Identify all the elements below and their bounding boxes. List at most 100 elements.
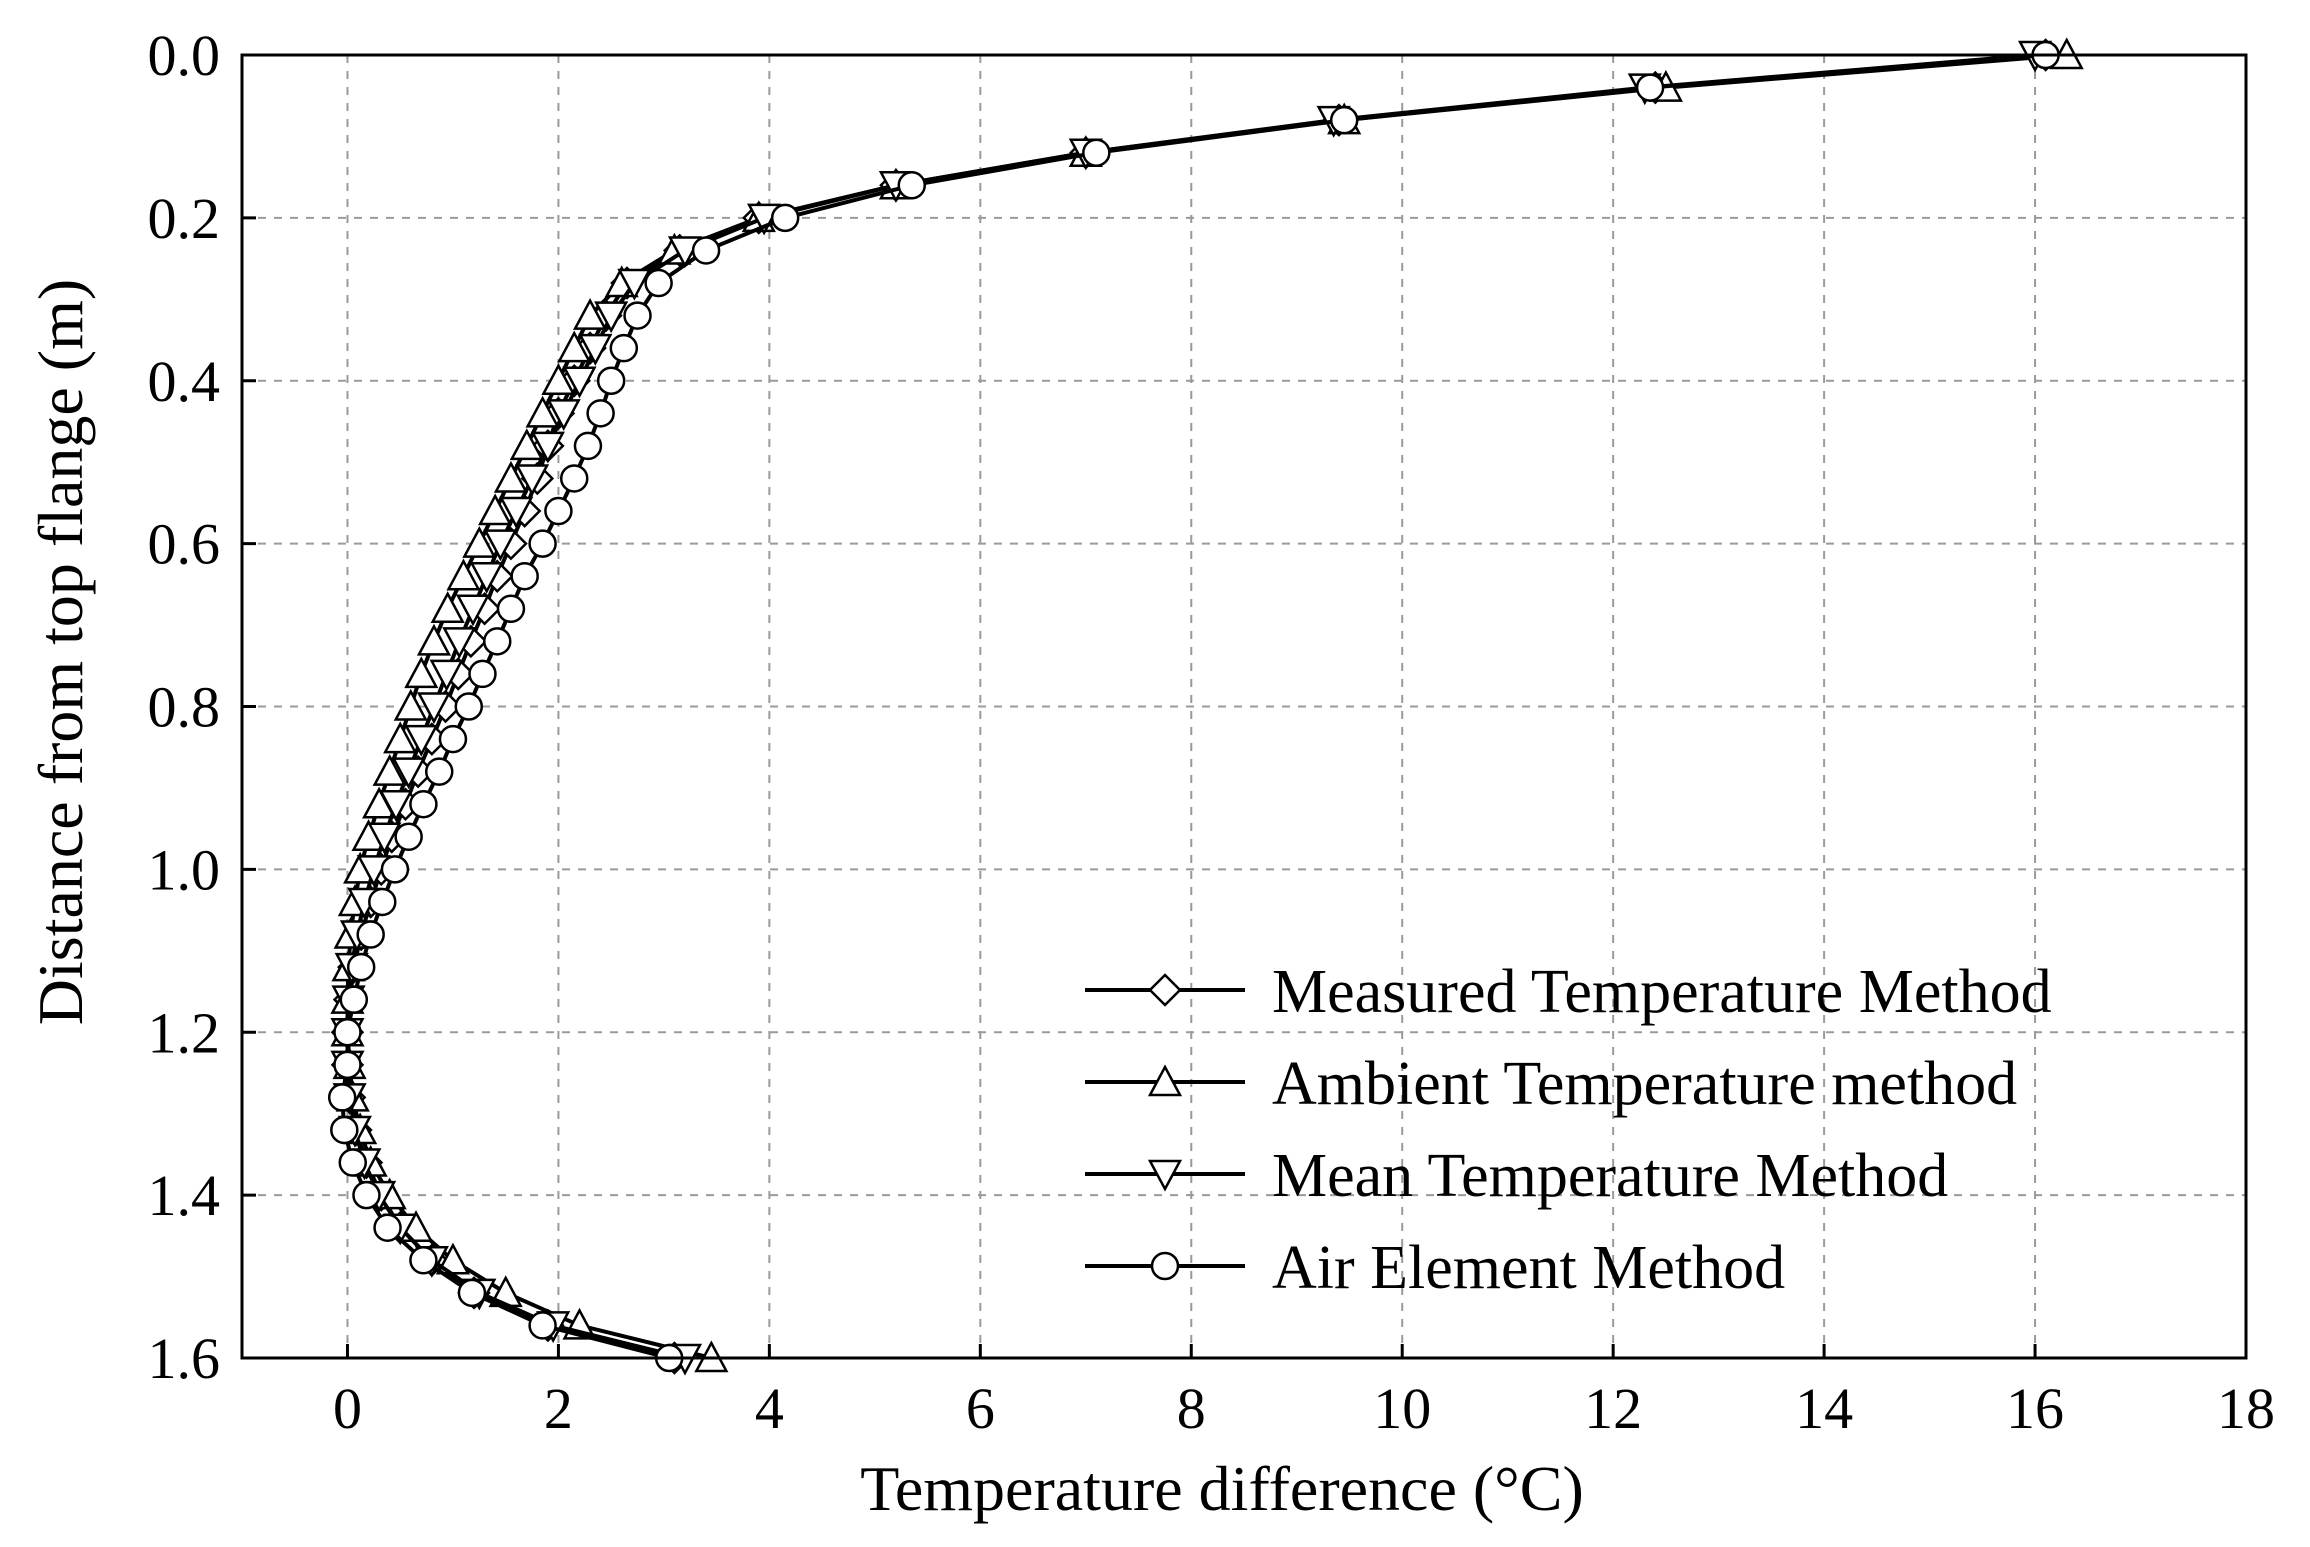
- x-tick-labels: 0 2 4 6 8 10 12 14 16 18: [333, 1376, 2275, 1441]
- data-point: [457, 1278, 487, 1308]
- legend: Measured Temperature Method Ambient Temp…: [1085, 958, 2052, 1302]
- data-point: [416, 623, 452, 656]
- x-tick-label: 10: [1373, 1376, 1431, 1441]
- legend-entry-air-element: Air Element Method: [1085, 1234, 1785, 1302]
- data-point: [409, 1246, 438, 1275]
- legend-entry-measured: Measured Temperature Method: [1085, 958, 2052, 1026]
- data-point: [352, 1180, 381, 1210]
- data-point: [483, 529, 518, 562]
- legend-symbol-air-element: [1085, 1251, 1245, 1281]
- data-point: [468, 659, 497, 689]
- legend-marker: [1150, 1251, 1180, 1281]
- x-tick-label: 2: [544, 1376, 573, 1441]
- data-point: [372, 754, 407, 786]
- data-point: [514, 464, 550, 497]
- data-point: [429, 659, 464, 692]
- data-point: [454, 692, 484, 721]
- data-point: [897, 171, 927, 200]
- data-point: [430, 591, 465, 624]
- x-tick-label: 4: [755, 1376, 784, 1441]
- data-point: [510, 561, 539, 591]
- data-point: [586, 399, 615, 428]
- data-point: [623, 301, 652, 330]
- data-point: [393, 688, 428, 721]
- legend-entry-mean: Mean Temperature Method: [1085, 1142, 1948, 1210]
- data-point: [1635, 73, 1665, 102]
- data-point: [493, 460, 529, 493]
- data-point: [327, 1083, 357, 1112]
- data-point: [462, 525, 497, 558]
- data-point: [446, 558, 481, 591]
- data-point: [770, 203, 800, 233]
- data-point: [530, 431, 565, 464]
- data-point: [482, 627, 512, 656]
- data-point: [333, 1018, 362, 1047]
- data-point: [438, 724, 468, 754]
- data-point: [442, 627, 477, 659]
- legend-symbol-measured: [1085, 973, 1245, 1007]
- legend-marker: [1148, 973, 1182, 1007]
- data-point: [367, 822, 402, 855]
- axis-ticks: [242, 53, 2248, 1360]
- x-tick-label: 16: [2006, 1376, 2064, 1441]
- y-tick-label: 1.6: [148, 1326, 221, 1391]
- x-tick-label: 18: [2217, 1376, 2275, 1441]
- data-point: [644, 268, 673, 298]
- data-point: [404, 656, 439, 689]
- y-tick-label: 1.4: [148, 1163, 221, 1228]
- x-tick-label: 8: [1177, 1376, 1206, 1441]
- legend-marker: [1147, 1064, 1183, 1097]
- data-point: [541, 363, 576, 395]
- y-tick-label: 0.4: [148, 349, 221, 414]
- data-point: [356, 920, 385, 949]
- data-point: [373, 1213, 402, 1242]
- data-point: [528, 529, 557, 558]
- data-point: [544, 496, 573, 526]
- data-point: [617, 268, 652, 301]
- data-point: [562, 366, 597, 399]
- y-tick-label: 1.0: [148, 837, 221, 902]
- data-point: [1082, 138, 1111, 167]
- data-point: [383, 721, 418, 754]
- data-point: [594, 301, 629, 334]
- data-point: [368, 887, 397, 917]
- legend-label-air-element: Air Element Method: [1272, 1234, 1785, 1302]
- data-point: [499, 496, 534, 529]
- data-point: [339, 985, 369, 1014]
- data-point: [572, 297, 608, 330]
- y-tick-label: 0.8: [148, 675, 221, 740]
- x-tick-label: 6: [966, 1376, 995, 1441]
- x-tick-label: 14: [1795, 1376, 1853, 1441]
- legend-label-mean: Mean Temperature Method: [1272, 1142, 1948, 1210]
- data-point: [409, 789, 438, 819]
- data-point: [546, 399, 581, 431]
- data-point: [338, 1148, 367, 1177]
- y-tick-label: 0.6: [148, 512, 221, 577]
- legend-symbol-mean: [1085, 1159, 1245, 1192]
- legend-symbol-ambient: [1085, 1064, 1245, 1097]
- data-point: [416, 692, 452, 725]
- data-point: [525, 395, 560, 428]
- data-point: [478, 493, 513, 526]
- x-tick-label: 12: [1584, 1376, 1642, 1441]
- data-point: [557, 330, 592, 363]
- x-tick-label: 0: [333, 1376, 362, 1441]
- y-axis-label: Distance from top flange (m): [25, 279, 96, 1025]
- data-point: [609, 333, 639, 363]
- data-point: [573, 431, 603, 461]
- data-point: [559, 464, 589, 493]
- y-tick-label: 0.2: [148, 186, 221, 251]
- x-axis-label: Temperature difference (°C): [860, 1453, 1584, 1524]
- data-point: [394, 822, 423, 852]
- data-point: [380, 855, 410, 884]
- data-point: [691, 236, 721, 265]
- data-point: [424, 757, 454, 786]
- data-point: [596, 366, 626, 395]
- y-tick-label: 0.0: [148, 23, 221, 88]
- data-point: [578, 333, 613, 366]
- y-tick-labels: 0.0 0.2 0.4 0.6 0.8 1.0 1.2 1.4 1.6: [148, 23, 221, 1391]
- data-point: [496, 594, 526, 624]
- data-point: [404, 724, 439, 757]
- grid-lines: [242, 55, 2246, 1358]
